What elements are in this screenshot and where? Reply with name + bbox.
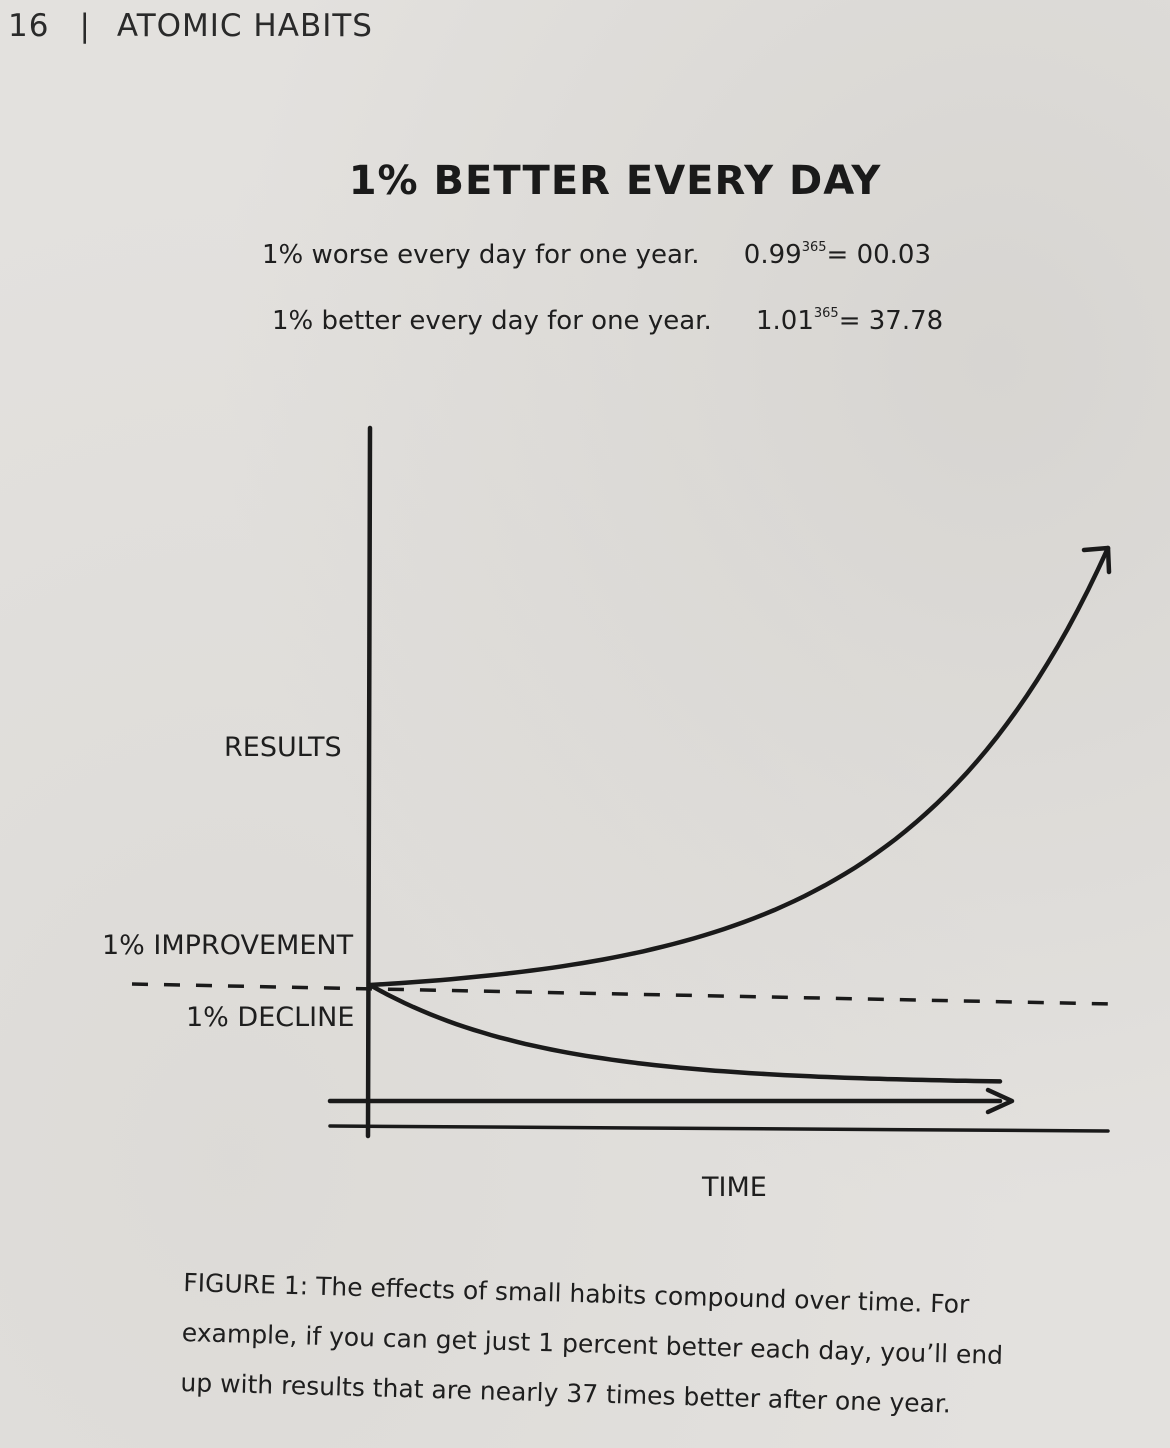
- series-improvement-label: 1% IMPROVEMENT: [102, 930, 354, 961]
- running-head-separator: |: [79, 8, 91, 44]
- equation-worse-expression: 0.99365= 00.03: [744, 240, 931, 270]
- x-axis-label: TIME: [702, 1172, 767, 1203]
- equation-worse-exponent: 365: [801, 240, 827, 255]
- series-decline-line: [367, 982, 1003, 1084]
- x-axis-arrowhead: [985, 1087, 1015, 1115]
- equation-worse-base: 0.99: [743, 240, 802, 270]
- equation-worse-result: = 00.03: [826, 240, 931, 270]
- equation-better: 1% better every day for one year. 1.0136…: [272, 306, 943, 336]
- baseline-dashed-line: [131, 982, 1113, 1006]
- series-improvement-line: [367, 545, 1111, 988]
- series-improvement-arrowhead: [1081, 545, 1112, 575]
- equation-worse-label: 1% worse every day for one year.: [262, 240, 700, 270]
- running-head: 16 | ATOMIC HABITS: [8, 8, 373, 44]
- equation-better-label: 1% better every day for one year.: [272, 306, 712, 336]
- equation-better-result: = 37.78: [838, 306, 944, 336]
- equation-better-expression: 1.01365= 37.78: [756, 306, 943, 336]
- equation-better-exponent: 365: [813, 306, 839, 321]
- figure-caption: FIGURE 1: The effects of small habits co…: [180, 1267, 1004, 1419]
- page-number: 16: [8, 8, 50, 44]
- equation-better-base: 1.01: [755, 306, 814, 336]
- equation-worse: 1% worse every day for one year. 0.99365…: [262, 240, 931, 270]
- page-rule-line: [328, 1124, 1110, 1133]
- book-title: ATOMIC HABITS: [116, 8, 373, 44]
- y-axis-label: RESULTS: [224, 732, 342, 763]
- series-decline-label: 1% DECLINE: [186, 1002, 355, 1033]
- figure-title: 1% BETTER EVERY DAY: [348, 158, 882, 204]
- y-axis: [365, 425, 373, 1139]
